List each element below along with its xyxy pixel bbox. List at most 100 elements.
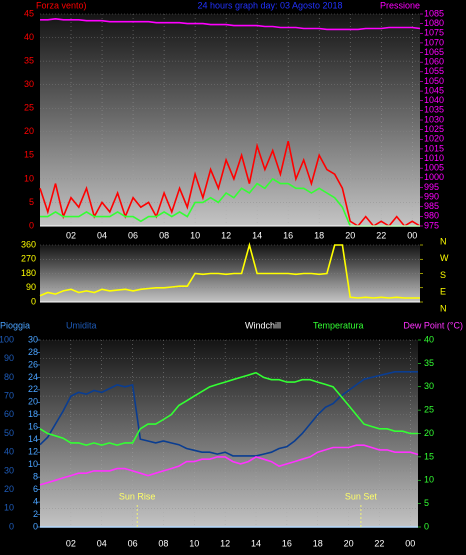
y-tick-label: 35 (24, 55, 34, 65)
y-tick-label: 0 (29, 220, 34, 230)
y-tick-label: 10 (24, 173, 34, 183)
y3-tick-label: 14 (28, 434, 38, 444)
x-tick-label: 06 (128, 538, 138, 548)
y-tick-label: 30 (24, 79, 34, 89)
y2-tick-label: 1010 (424, 153, 444, 163)
y2-tick-label: 1005 (424, 163, 444, 173)
y2-tick-label: 0 (424, 521, 429, 531)
y2-tick-label: 980 (424, 211, 439, 221)
y-tick-label: 10 (4, 503, 14, 513)
y-tick-label: 90 (26, 282, 36, 292)
y2-tick-label: 1045 (424, 85, 444, 95)
y2-tick-label: N (440, 303, 447, 313)
y3-tick-label: 26 (28, 359, 38, 369)
y-tick-label: 270 (21, 254, 36, 264)
y-tick-label: 0 (31, 296, 36, 306)
y2-tick-label: 1060 (424, 57, 444, 67)
x-tick-label: 04 (97, 538, 107, 548)
y3-tick-label: 0 (33, 521, 38, 531)
header-label: Windchill (245, 320, 281, 330)
x-tick-label: 08 (159, 230, 169, 240)
y2-tick-label: 15 (424, 451, 434, 461)
y2-tick-label: W (440, 253, 449, 263)
y3-tick-label: 30 (28, 334, 38, 344)
x-tick-label: 00 (405, 538, 415, 548)
x-tick-label: 00 (407, 230, 417, 240)
x-tick-label: 08 (158, 538, 168, 548)
y2-tick-label: 1040 (424, 95, 444, 105)
y-tick-label: 50 (4, 428, 14, 438)
y-tick-label: 40 (24, 32, 34, 42)
y2-tick-label: E (440, 287, 446, 297)
y2-tick-label: 5 (424, 498, 429, 508)
header-label: Temperatura (313, 320, 364, 330)
annotation: Sun Rise (119, 491, 156, 501)
x-tick-label: 20 (344, 538, 354, 548)
y-tick-label: 70 (4, 390, 14, 400)
y3-tick-label: 2 (33, 509, 38, 519)
y-tick-label: 80 (4, 372, 14, 382)
y2-tick-label: 10 (424, 475, 434, 485)
y2-tick-label: 1080 (424, 18, 444, 28)
y2-tick-label: 1065 (424, 47, 444, 57)
header-label: Dew Point (°C) (403, 320, 463, 330)
y-tick-label: 25 (24, 103, 34, 113)
x-tick-label: 16 (282, 538, 292, 548)
y2-tick-label: 1035 (424, 105, 444, 115)
y-tick-label: 15 (24, 150, 34, 160)
header-label: Pressione (380, 0, 420, 10)
series-line (39, 241, 420, 299)
y2-tick-label: 30 (424, 381, 434, 391)
y3-tick-label: 6 (33, 484, 38, 494)
y-tick-label: 360 (21, 239, 36, 249)
y3-tick-label: 10 (28, 459, 38, 469)
y2-tick-label: 1015 (424, 143, 444, 153)
y-tick-label: 180 (21, 268, 36, 278)
series-line (39, 444, 419, 486)
y3-tick-label: 12 (28, 447, 38, 457)
y2-tick-label: 995 (424, 182, 439, 192)
y2-tick-label: 1075 (424, 28, 444, 38)
series-line (39, 371, 418, 457)
x-tick-label: 18 (314, 230, 324, 240)
x-tick-label: 14 (251, 538, 261, 548)
y2-tick-label: 990 (424, 191, 439, 201)
x-tick-label: 18 (313, 538, 323, 548)
y2-tick-label: 35 (424, 358, 434, 368)
y2-tick-label: 40 (424, 334, 434, 344)
y2-tick-label: 1055 (424, 66, 444, 76)
y2-tick-label: 1070 (424, 37, 444, 47)
y2-tick-label: 975 (424, 220, 439, 230)
x-tick-label: 12 (220, 538, 230, 548)
x-tick-label: 02 (66, 538, 76, 548)
x-tick-label: 22 (376, 230, 386, 240)
x-tick-label: 04 (97, 230, 107, 240)
y2-tick-label: S (440, 270, 446, 280)
series-line (40, 17, 421, 31)
x-tick-label: 06 (128, 230, 138, 240)
y-tick-label: 20 (4, 484, 14, 494)
x-tick-label: 22 (374, 538, 384, 548)
y3-tick-label: 24 (28, 372, 38, 382)
y-tick-label: 40 (4, 447, 14, 457)
x-tick-label: 20 (345, 230, 355, 240)
y2-tick-label: 1020 (424, 134, 444, 144)
y3-tick-label: 18 (28, 409, 38, 419)
x-tick-label: 12 (221, 230, 231, 240)
y-tick-label: 20 (24, 126, 34, 136)
y2-tick-label: 985 (424, 201, 439, 211)
header-label: Forza vento) (36, 0, 87, 10)
y3-tick-label: 8 (33, 472, 38, 482)
y-tick-label: 5 (29, 197, 34, 207)
y-tick-label: 60 (4, 409, 14, 419)
x-tick-label: 16 (283, 230, 293, 240)
series-line (39, 371, 418, 447)
annotation: Sun Set (345, 491, 378, 501)
header-label: Umidita (66, 320, 97, 330)
y3-tick-label: 4 (33, 496, 38, 506)
x-tick-label: 10 (189, 538, 199, 548)
y2-tick-label: 1050 (424, 76, 444, 86)
y2-tick-label: N (440, 236, 447, 246)
x-tick-label: 10 (190, 230, 200, 240)
x-tick-label: 14 (252, 230, 262, 240)
